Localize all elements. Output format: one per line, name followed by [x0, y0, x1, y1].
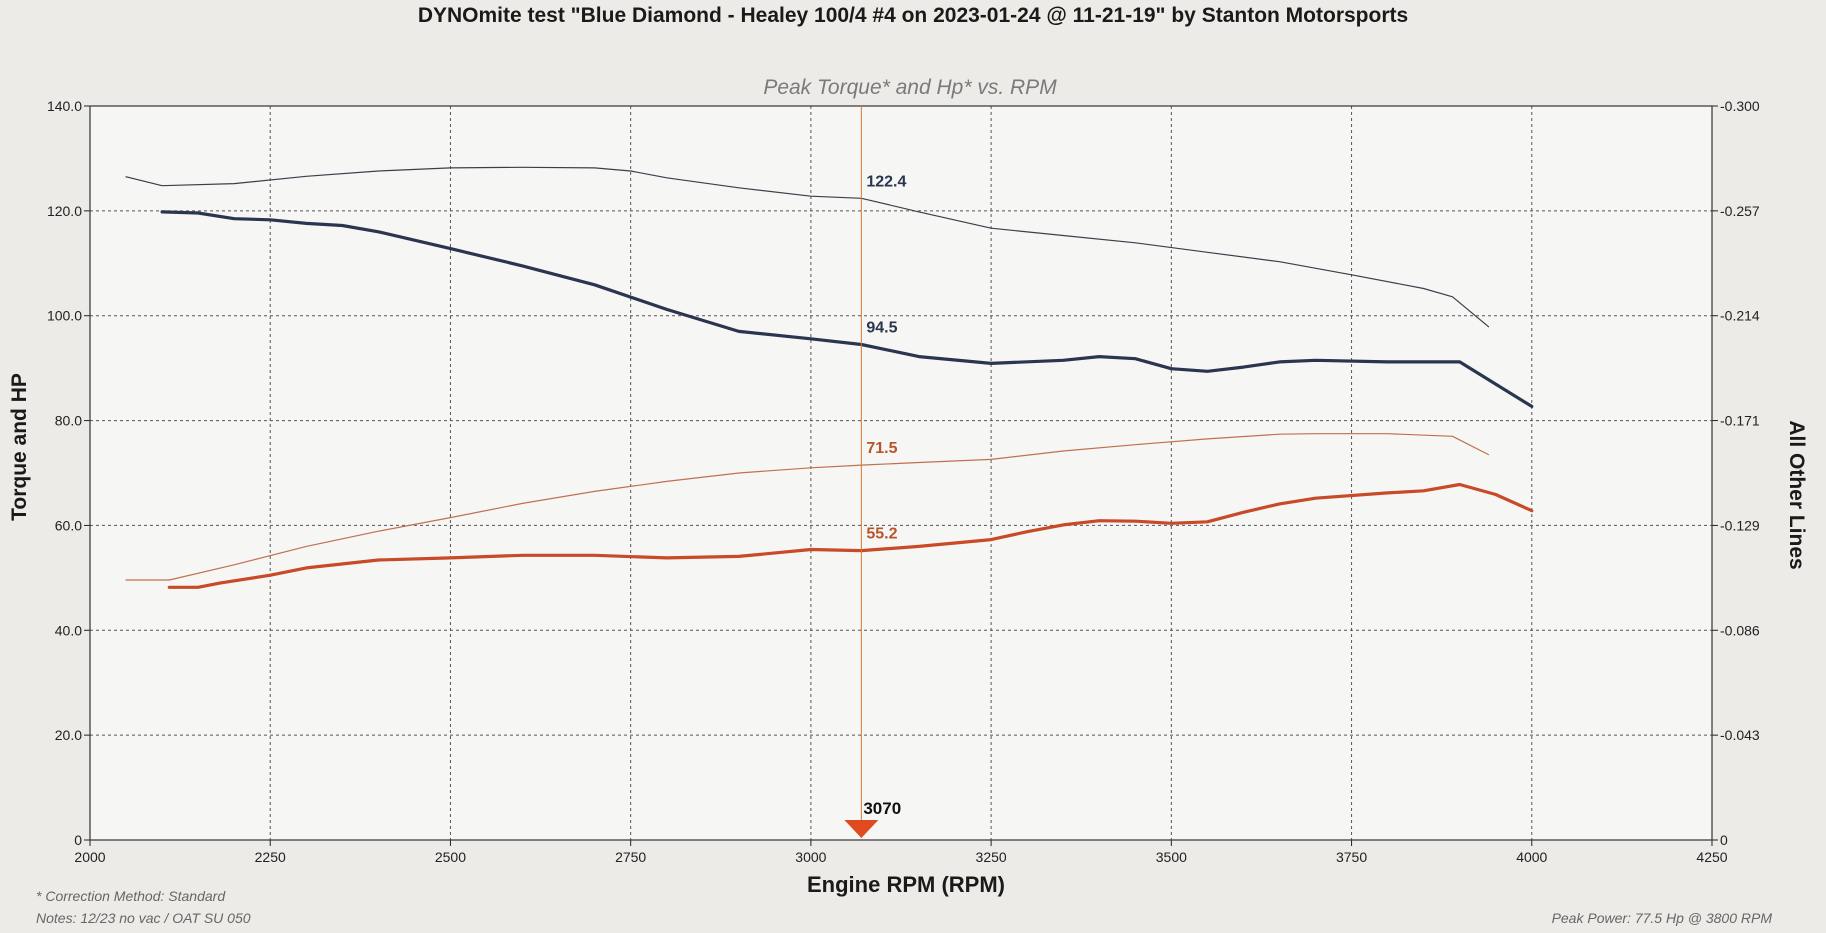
y-tick-label: 120.0 [47, 203, 82, 219]
data-labels: 122.4 94.5 71.5 55.2 [866, 173, 906, 542]
data-label: 71.5 [866, 440, 897, 457]
x-tick-label: 3000 [795, 849, 826, 865]
y2-tick-label: -0.171 [1720, 413, 1760, 429]
y2-tick-label: -0.043 [1720, 727, 1760, 743]
x-tick-label: 4000 [1516, 849, 1547, 865]
correction-note: * Correction Method: Standard [36, 888, 226, 904]
series-line-1 [125, 166, 1490, 328]
y-tick-label: 140.0 [47, 98, 82, 114]
y2-tick-label: -0.300 [1720, 98, 1760, 114]
series-line-4 [167, 482, 1534, 589]
data-label: 122.4 [866, 173, 906, 190]
x-tick-label: 3500 [1156, 849, 1187, 865]
axes: 2000 2250 2500 2750 3000 3250 3500 3750 4000 4250… [47, 98, 1760, 865]
x-tick-label: 3250 [976, 849, 1007, 865]
cursor-label: 3070 [863, 799, 901, 818]
x-axis-label: Engine RPM (RPM) [807, 872, 1005, 897]
y-tick-label: 20.0 [55, 727, 82, 743]
y-tick-label: 40.0 [55, 622, 82, 638]
y2-tick-label: -0.214 [1720, 308, 1760, 324]
x-tick-label: 2750 [615, 849, 646, 865]
series-line-3 [125, 433, 1490, 581]
y-tick-label: 60.0 [55, 517, 82, 533]
chart-subtitle: Peak Torque* and Hp* vs. RPM [763, 76, 1057, 99]
x-tick-label: 2500 [435, 849, 466, 865]
grid-lines [90, 106, 1712, 840]
x-tick-label: 3750 [1336, 849, 1367, 865]
rpm-cursor[interactable]: 3070 [844, 106, 901, 838]
cursor-marker [844, 820, 879, 838]
chart-main-title: DYNOmite test "Blue Diamond - Healey 100… [417, 4, 1409, 27]
y2-tick-label: -0.257 [1720, 203, 1760, 219]
y-tick-label: 0 [74, 832, 82, 848]
y2-tick-label: -0.086 [1720, 622, 1760, 638]
x-tick-label: 2250 [255, 849, 286, 865]
y2-tick-label: 0 [1720, 832, 1728, 848]
plot-border [89, 105, 1713, 841]
notes-text: Notes: 12/23 no vac / OAT SU 050 [36, 910, 251, 926]
peak-power-note: Peak Power: 77.5 Hp @ 3800 RPM [1551, 910, 1772, 926]
data-label: 55.2 [866, 526, 897, 543]
y-tick-label: 100.0 [47, 308, 82, 324]
y2-tick-label: -0.129 [1720, 517, 1760, 533]
x-tick-label: 4250 [1696, 849, 1727, 865]
plot-area [90, 106, 1712, 840]
y-tick-label: 80.0 [55, 413, 82, 429]
x-tick-label: 2000 [74, 849, 105, 865]
data-label: 94.5 [866, 320, 897, 337]
